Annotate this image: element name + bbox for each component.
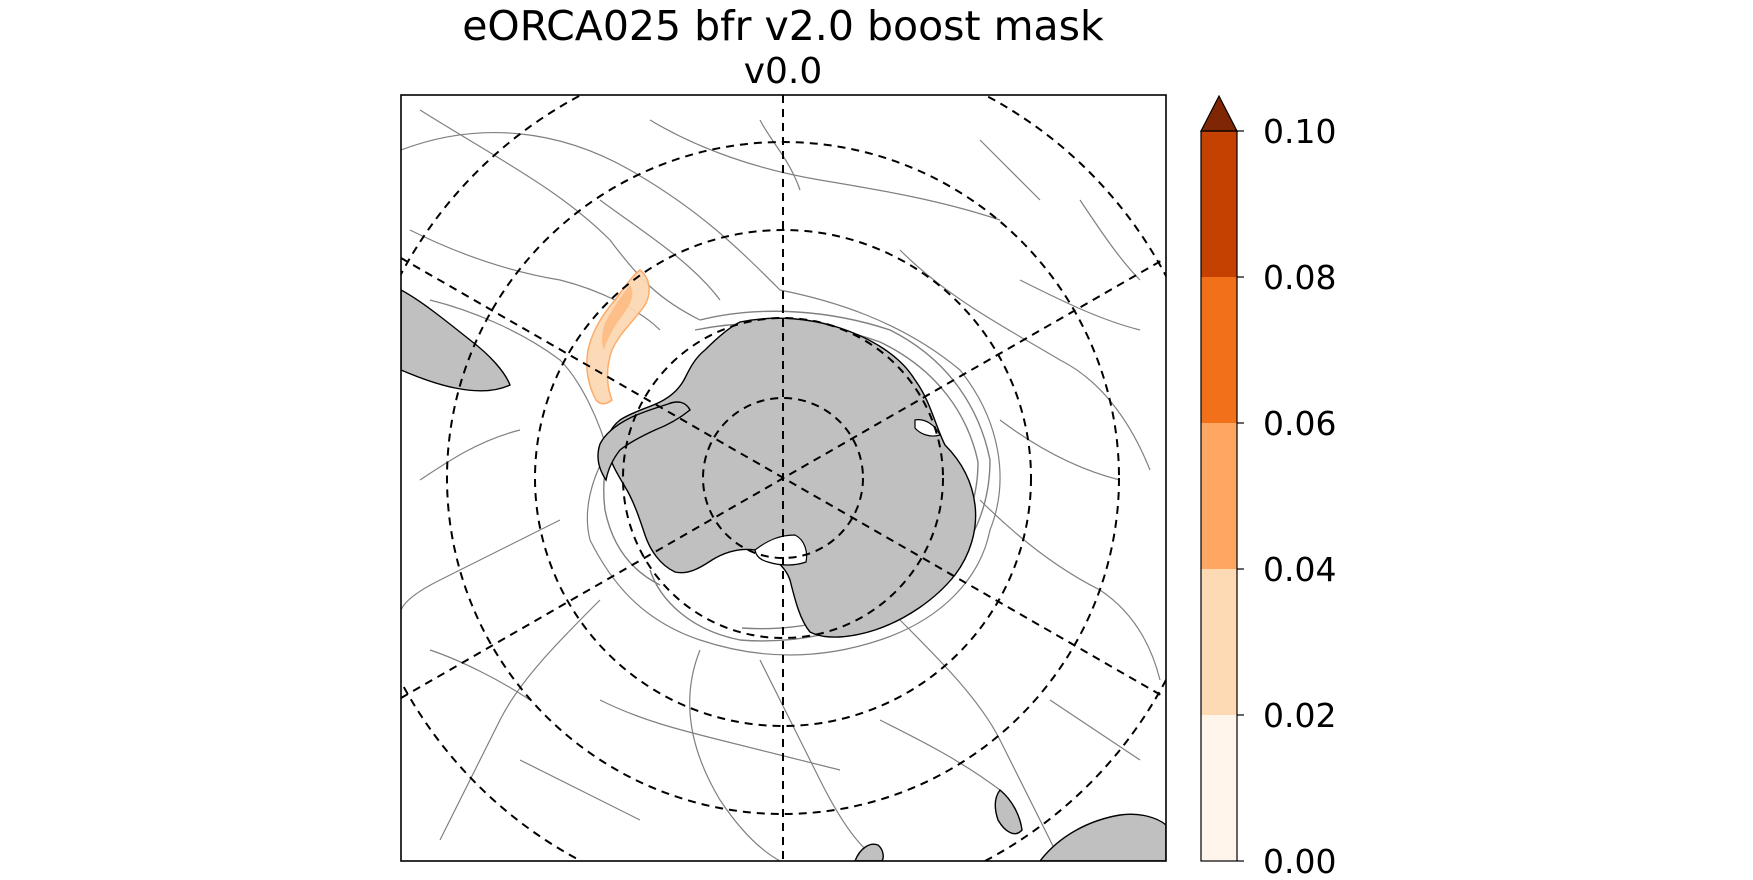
longitude-gridlines xyxy=(401,95,1166,861)
africa-corner-land xyxy=(854,843,884,861)
colorbar-band xyxy=(1201,715,1237,861)
colorbar-tick-label: 0.06 xyxy=(1263,404,1336,443)
figure-subtitle: v0.0 xyxy=(744,51,823,92)
colorbar-band xyxy=(1201,131,1237,277)
boost-mask-mid xyxy=(602,285,633,350)
map-frame xyxy=(400,94,1167,862)
colorbar-band xyxy=(1201,423,1237,569)
colorbar-tick-label: 0.10 xyxy=(1263,112,1336,151)
colorbar-ticks: 0.10 0.08 0.06 0.04 0.02 0.00 xyxy=(1237,112,1336,880)
boost-mask-region xyxy=(586,269,650,405)
antarctic-peninsula xyxy=(597,401,691,482)
south-america-land xyxy=(401,289,511,392)
colorbar-frame xyxy=(1200,130,1238,862)
colorbar-tick-label: 0.04 xyxy=(1263,550,1336,589)
boost-mask-low xyxy=(586,269,650,405)
colorbar-band xyxy=(1201,277,1237,423)
new-zealand-land xyxy=(994,788,1023,835)
colorbar-extend-triangle xyxy=(1200,94,1238,132)
colorbar-band xyxy=(1201,569,1237,715)
map-panel xyxy=(400,94,1167,862)
colorbar: 0.10 0.08 0.06 0.04 0.02 0.00 xyxy=(1200,94,1336,880)
colorbar-tick-label: 0.02 xyxy=(1263,696,1336,735)
colorbar-bands xyxy=(1201,131,1237,861)
figure-title: eORCA025 bfr v2.0 boost mask xyxy=(462,2,1104,50)
colorbar-tick-label: 0.00 xyxy=(1263,842,1336,876)
australia-land xyxy=(1039,813,1166,861)
weddell-ice-shelf xyxy=(914,419,941,437)
colorbar-tick-label: 0.08 xyxy=(1263,258,1336,297)
